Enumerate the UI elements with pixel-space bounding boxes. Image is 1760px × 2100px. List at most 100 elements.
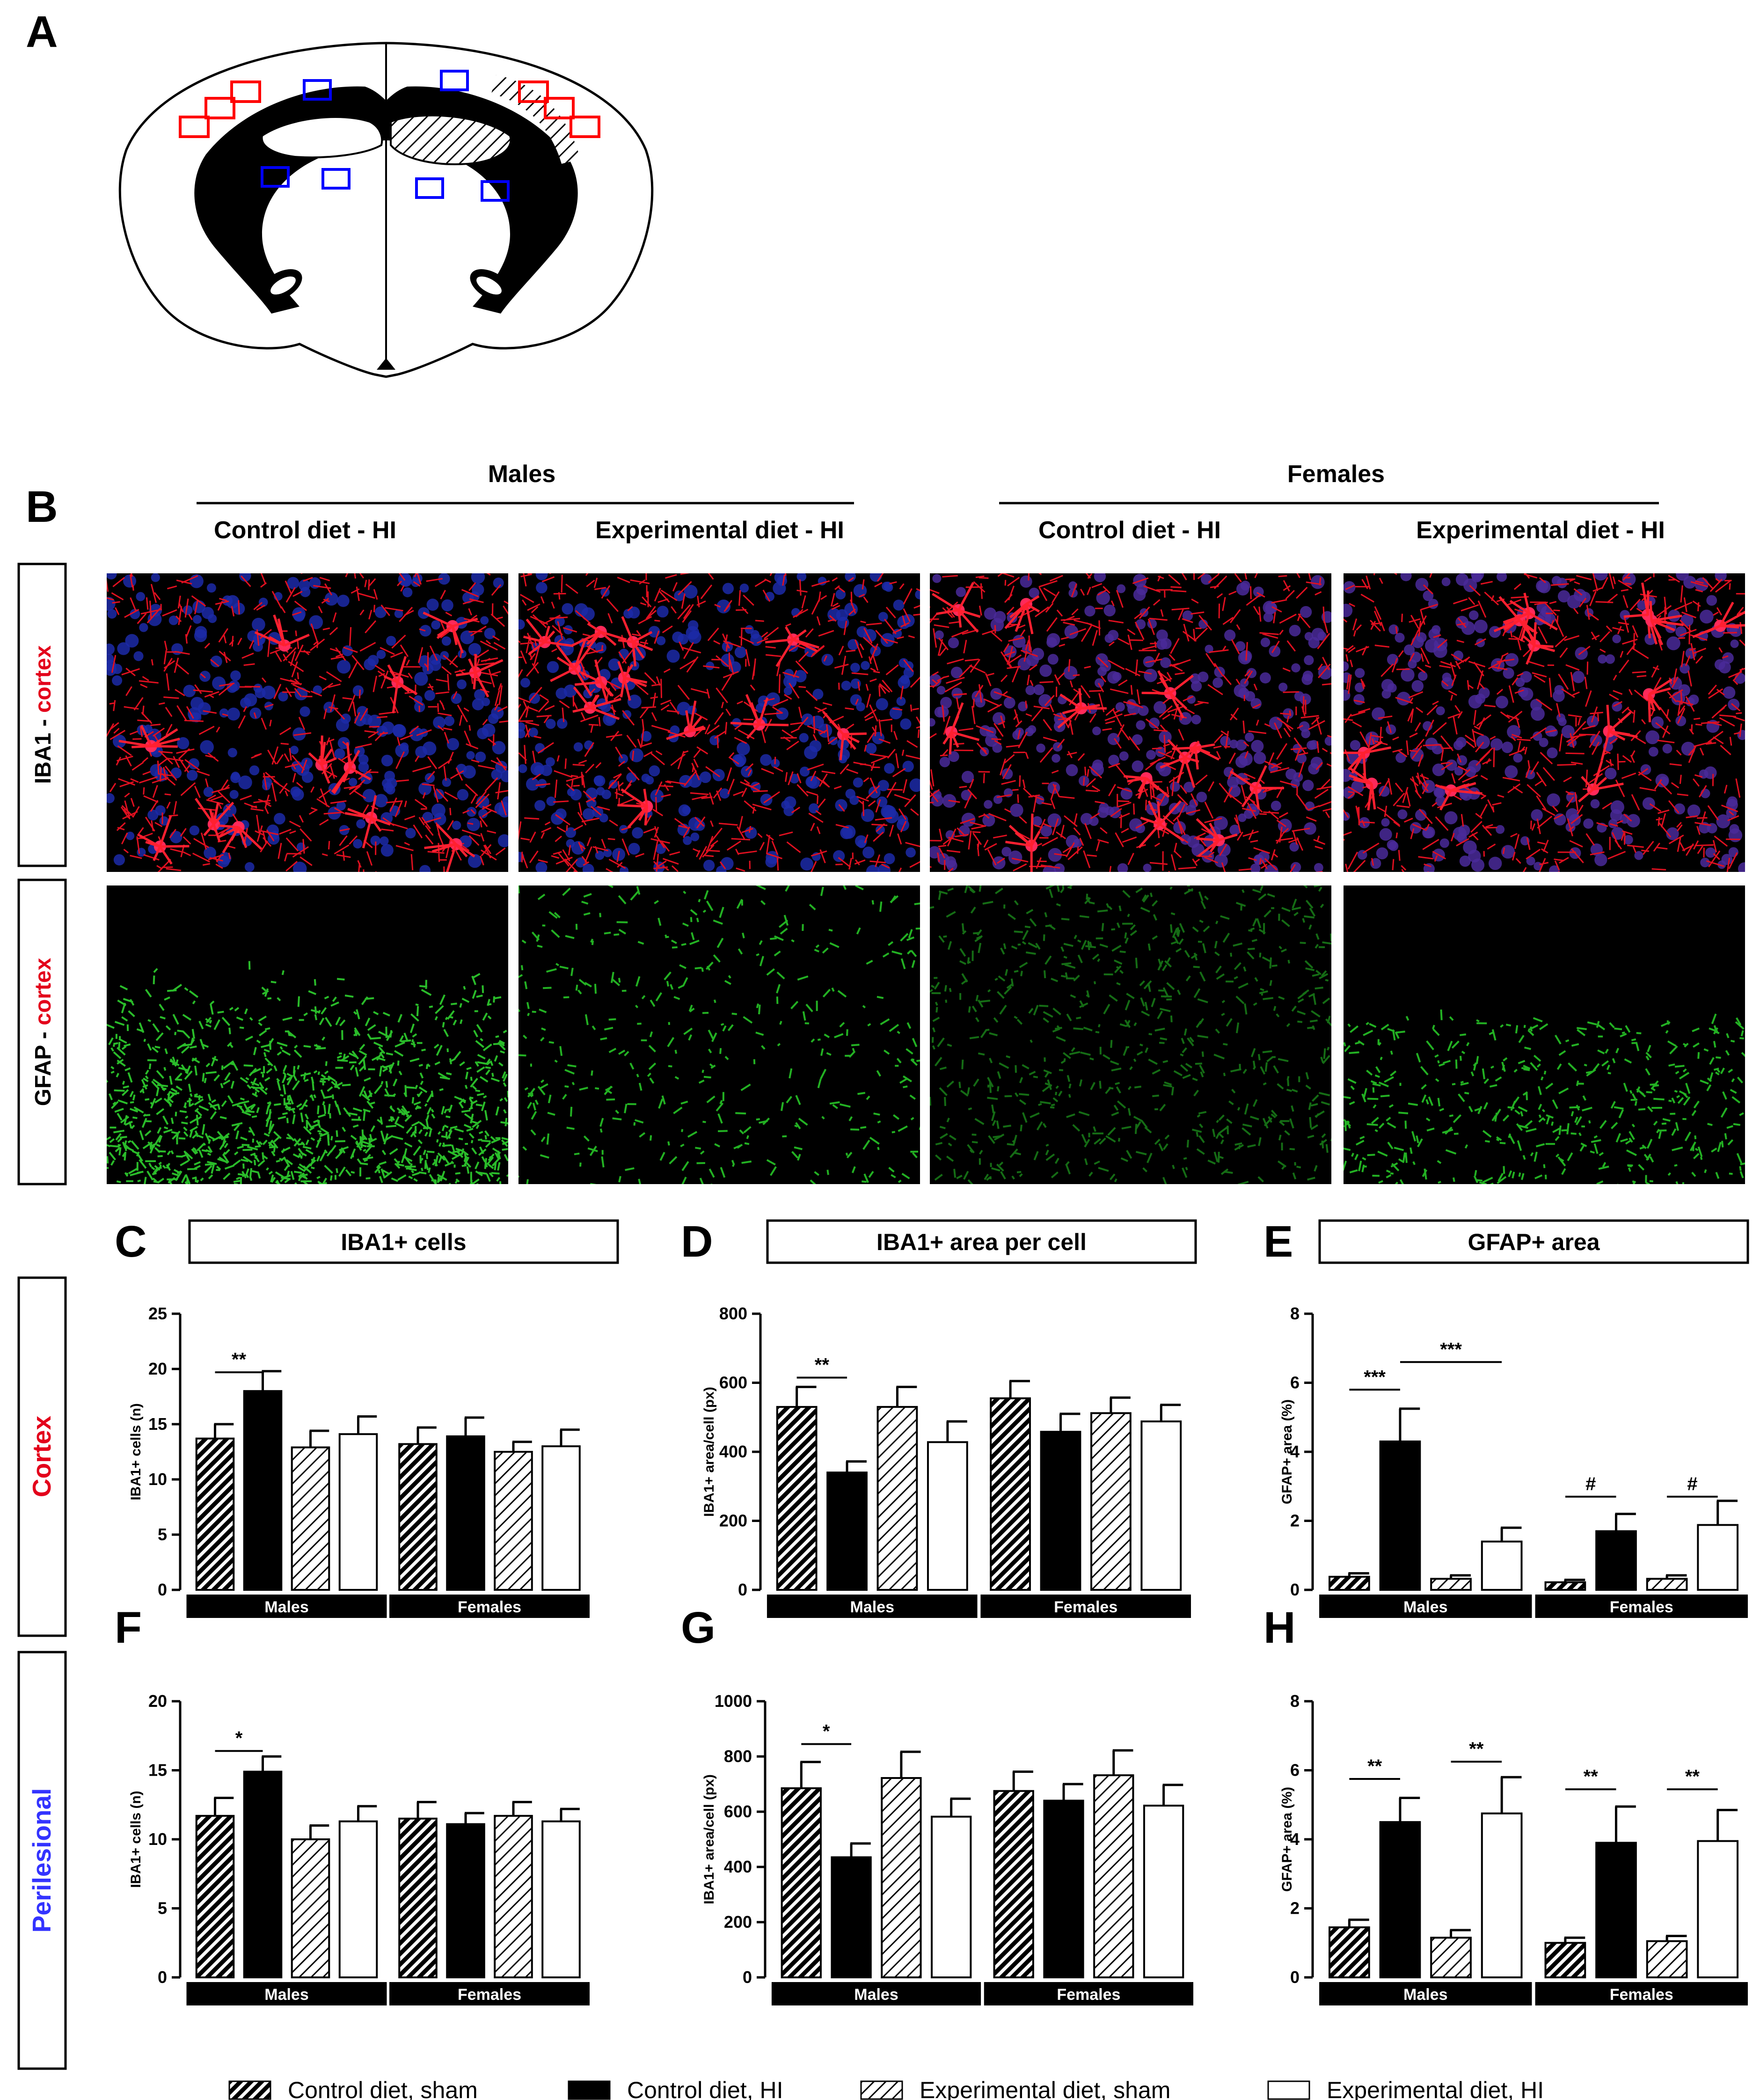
y-tick-label: 8	[1290, 1304, 1300, 1323]
significance-marker: #	[1687, 1474, 1697, 1494]
bar	[291, 1838, 330, 1978]
y-tick-label: 600	[719, 1373, 747, 1392]
header-females: Females	[1287, 461, 1385, 488]
group-label: Females	[1057, 1986, 1120, 2004]
group-label: Females	[458, 1986, 521, 2004]
bar	[1646, 1940, 1688, 1978]
bar	[243, 1390, 283, 1591]
bar	[446, 1435, 485, 1591]
group-label-bar	[980, 1595, 1191, 1618]
bar	[398, 1443, 438, 1591]
panel-letter-a: A	[26, 7, 58, 57]
group-label-bar	[1319, 1595, 1532, 1618]
bar	[993, 1790, 1034, 1978]
bar	[541, 1445, 581, 1591]
y-tick-label: 0	[1290, 1968, 1300, 1987]
bar	[338, 1820, 378, 1978]
brain-schematic	[118, 42, 654, 378]
bar	[195, 1437, 235, 1591]
panel-letter-d: D	[681, 1217, 713, 1266]
bar	[494, 1451, 533, 1591]
bar	[1544, 1942, 1586, 1978]
col-header-4: Experimental diet - HI	[1416, 517, 1665, 544]
chart-e: E GFAP+ area 0 2 4 6 8 GFAP+ area (%) Males Femal…	[1263, 1217, 1749, 1618]
legend-label-control-hi: Control diet, HI	[627, 2077, 783, 2100]
bar	[1595, 1530, 1637, 1591]
bar	[446, 1823, 485, 1979]
panel-letter-e: E	[1263, 1217, 1293, 1266]
bar	[1697, 1524, 1739, 1591]
y-tick-label: 20	[148, 1691, 167, 1711]
group-label-bar	[767, 1595, 978, 1618]
bar	[1430, 1937, 1472, 1978]
significance-marker: **	[1469, 1739, 1484, 1759]
group-label: Males	[854, 1986, 898, 2004]
y-tick-label: 600	[724, 1802, 752, 1821]
chart-h: H 0 2 4 6 8 GFAP+ area (%) Males Females ** ** ** **	[1263, 1603, 1748, 2005]
row-label-box-gfap	[17, 878, 67, 1185]
lesion-hatching	[491, 75, 580, 164]
row-label-box-iba1	[17, 563, 67, 867]
group-label-bar	[186, 1595, 387, 1618]
bar	[338, 1433, 378, 1591]
y-tick-label: 25	[148, 1304, 167, 1323]
micrograph-gfap-1	[107, 885, 508, 1184]
ventral-notch	[377, 358, 395, 370]
y-tick-label: 6	[1290, 1373, 1300, 1392]
group-label-bar	[389, 1982, 590, 2005]
bar	[776, 1406, 818, 1591]
legend-swatch-control-hi	[568, 2080, 611, 2100]
micrograph-iba1-1	[107, 573, 508, 872]
bar	[1544, 1581, 1586, 1591]
bar	[1093, 1774, 1134, 1979]
bar	[494, 1815, 533, 1979]
chart-title-box	[766, 1219, 1197, 1264]
panel-letter-h: H	[1263, 1603, 1296, 1653]
y-tick-label: 800	[724, 1747, 752, 1766]
group-label-bar	[771, 1982, 981, 2005]
significance-marker: **	[815, 1354, 830, 1375]
legend: Control diet, sham Control diet, HI Expe…	[228, 2077, 1544, 2100]
y-tick-label: 8	[1290, 1691, 1300, 1711]
legend-label-experimental-hi: Experimental diet, HI	[1327, 2077, 1544, 2100]
significance-marker: **	[1685, 1766, 1700, 1787]
ventricle-left-inner	[270, 276, 296, 295]
y-tick-label: 2	[1290, 1511, 1300, 1530]
group-label-bar	[984, 1982, 1193, 2005]
significance-marker: **	[1367, 1756, 1382, 1777]
y-tick-label: 800	[719, 1304, 747, 1323]
row-label-cortex: Cortex	[27, 1415, 56, 1497]
legend-label-control-sham: Control diet, sham	[288, 2077, 478, 2100]
chart-title: GFAP+ area	[1468, 1229, 1600, 1255]
significance-marker: *	[823, 1721, 830, 1741]
bar	[1595, 1842, 1637, 1978]
group-label: Females	[458, 1598, 521, 1616]
significance-marker: *	[235, 1728, 243, 1749]
y-tick-label: 6	[1290, 1761, 1300, 1780]
y-tick-label: 0	[158, 1580, 167, 1599]
y-tick-label: 400	[724, 1857, 752, 1876]
significance-marker: **	[232, 1349, 247, 1370]
bar	[1697, 1840, 1739, 1978]
group-label: Males	[1403, 1598, 1448, 1616]
bar	[1140, 1420, 1182, 1591]
group-label: Females	[1610, 1986, 1673, 2004]
y-tick-label: 0	[743, 1968, 752, 1987]
bar	[1481, 1540, 1523, 1591]
significance-marker: **	[1584, 1766, 1599, 1787]
y-tick-label: 1000	[715, 1691, 752, 1711]
panel-letter-b: B	[26, 482, 58, 532]
chart-f: F 0 5 10 15 20 IBA1+ cells (n) Males Females *	[115, 1603, 590, 2005]
header-males: Males	[488, 461, 556, 488]
micrograph-gfap-4	[1344, 885, 1745, 1184]
y-tick-label: 4	[1290, 1829, 1300, 1849]
chart-title-box	[1318, 1219, 1749, 1264]
group-label: Males	[850, 1598, 895, 1616]
y-tick-label: 4	[1290, 1442, 1300, 1461]
bar	[1040, 1431, 1081, 1591]
legend-swatch-experimental-hi	[1267, 2080, 1310, 2100]
bar	[990, 1397, 1031, 1591]
blue-sampling-boxes	[261, 70, 510, 202]
chart-title-box	[188, 1219, 619, 1264]
